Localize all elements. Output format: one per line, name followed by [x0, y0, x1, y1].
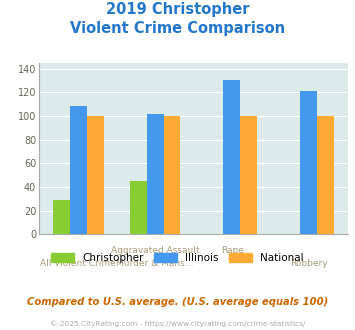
Text: Robbery: Robbery [290, 259, 328, 268]
Bar [223, 81, 240, 234]
Bar [87, 116, 104, 234]
Text: All Violent Crime: All Violent Crime [40, 259, 115, 268]
Legend: Christopher, Illinois, National: Christopher, Illinois, National [47, 248, 308, 267]
Bar [240, 116, 257, 234]
Bar [300, 91, 317, 234]
Text: Rape: Rape [221, 246, 244, 255]
Text: 2019 Christopher: 2019 Christopher [106, 2, 249, 16]
Bar [130, 181, 147, 234]
Bar [164, 116, 180, 234]
Text: Murder & Mans...: Murder & Mans... [116, 259, 193, 268]
Text: © 2025 CityRating.com - https://www.cityrating.com/crime-statistics/: © 2025 CityRating.com - https://www.city… [50, 320, 305, 327]
Bar [317, 116, 334, 234]
Bar [147, 114, 164, 234]
Text: Violent Crime Comparison: Violent Crime Comparison [70, 21, 285, 36]
Text: Aggravated Assault: Aggravated Assault [111, 246, 199, 255]
Text: Compared to U.S. average. (U.S. average equals 100): Compared to U.S. average. (U.S. average … [27, 297, 328, 307]
Bar [70, 107, 87, 234]
Bar [53, 200, 70, 234]
